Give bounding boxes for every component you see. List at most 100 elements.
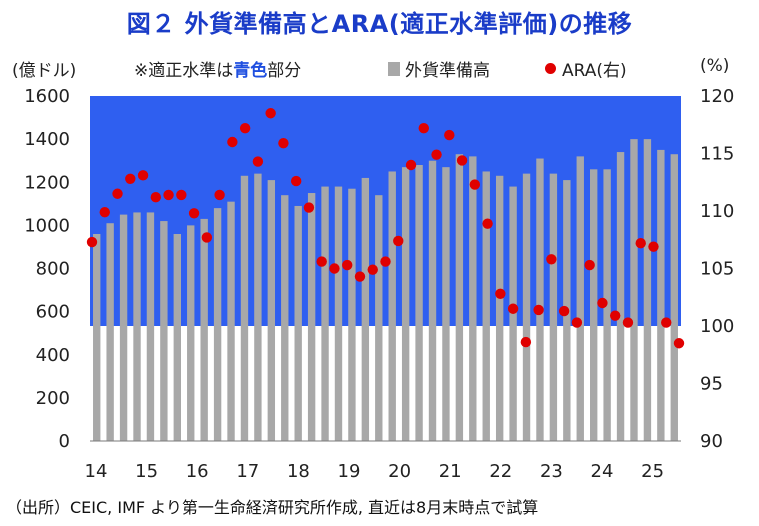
x-tick-label: 24 <box>591 461 614 482</box>
reserve-bar <box>160 221 168 441</box>
ara-dot <box>456 155 468 166</box>
ara-dot <box>112 188 123 199</box>
ara-dot <box>342 259 353 271</box>
ara-dot <box>137 170 149 181</box>
ara-dot <box>265 108 276 119</box>
reserve-bar <box>670 154 678 441</box>
ara-dot <box>278 137 289 149</box>
reserve-bar <box>334 186 343 441</box>
ara-dot <box>176 189 187 201</box>
ara-dot <box>622 317 634 328</box>
left-tick-label: 0 <box>59 431 70 452</box>
ara-dot <box>125 173 136 184</box>
reserve-bar <box>657 149 665 441</box>
right-tick-label: 120 <box>700 86 734 107</box>
axis-layer: 0 200 400 600 800 1000 1200 1400 1600 90 95 100 105 1… <box>24 86 734 482</box>
reserve-bar <box>630 139 638 441</box>
x-tick-label: 16 <box>186 461 209 482</box>
reserve-bar <box>616 152 625 441</box>
ara-dot <box>444 129 455 141</box>
ara-dot <box>316 256 327 267</box>
left-tick-label: 600 <box>36 302 70 323</box>
ara-dot <box>495 288 506 299</box>
legend-dot-label: ARA(右) <box>562 61 627 81</box>
ara-dot <box>201 232 213 243</box>
left-tick-label: 1600 <box>24 86 70 107</box>
x-tick-label: 14 <box>85 461 108 482</box>
right-tick-label: 110 <box>700 201 734 222</box>
x-tick-label: 22 <box>489 461 512 482</box>
chart-title: 図２ 外貨準備高とARA(適正水準評価)の推移 <box>126 10 633 38</box>
reserve-bar <box>106 223 114 441</box>
left-tick-label: 800 <box>36 259 70 280</box>
reserve-bar <box>133 212 141 441</box>
reserve-bar <box>240 175 249 441</box>
x-tick-label: 17 <box>236 461 259 482</box>
reserve-bar <box>469 156 477 441</box>
reserve-bar <box>401 167 410 441</box>
legend-item-reserves: 外貨準備高 <box>388 56 490 81</box>
reserve-bar <box>361 177 370 441</box>
reserve-bar <box>213 208 222 441</box>
left-tick-label: 400 <box>36 345 70 366</box>
reserve-bar <box>522 173 531 441</box>
ara-dot <box>163 189 174 201</box>
reserve-bar <box>307 193 316 441</box>
ara-dot <box>86 236 98 248</box>
ara-dot <box>661 317 672 328</box>
reserve-bar <box>267 180 276 441</box>
ara-dot <box>609 310 621 321</box>
reserve-bar <box>482 171 490 441</box>
legend-dot-swatch <box>545 63 556 74</box>
ara-dot <box>290 175 302 187</box>
ara-dot <box>188 208 200 219</box>
ara-dot <box>648 241 659 252</box>
ara-dot <box>99 206 110 218</box>
ara-dot <box>367 264 378 275</box>
reserve-bar <box>200 218 208 441</box>
dot-layer <box>86 108 685 349</box>
left-axis-label: (億ドル) <box>12 61 77 81</box>
reserve-bar <box>146 212 155 441</box>
ara-dot <box>482 218 493 229</box>
reserve-bar <box>93 234 101 441</box>
ara-dot <box>571 317 583 328</box>
band-note: ※適正水準は青色部分 <box>134 56 301 81</box>
ara-dot <box>354 271 366 282</box>
ara-dot <box>418 123 429 134</box>
reserve-bar <box>428 160 437 441</box>
band-note-highlight: 青色 <box>233 61 268 81</box>
reserve-bar <box>294 205 302 441</box>
ara-dot <box>214 189 225 201</box>
reserve-bar <box>348 188 356 441</box>
legend-bar-label: 外貨準備高 <box>405 61 490 81</box>
band-note-suffix: 部分 <box>267 61 302 81</box>
reserve-bar <box>576 156 584 441</box>
reserve-bar <box>589 169 598 441</box>
left-tick-label: 1400 <box>24 129 70 150</box>
x-tick-label: 20 <box>388 461 411 482</box>
left-tick-label: 1000 <box>24 215 70 236</box>
ara-dot <box>239 123 251 134</box>
ara-dot <box>635 238 646 249</box>
left-tick-label: 1200 <box>24 172 70 193</box>
ara-dot <box>252 156 264 167</box>
reserve-bar <box>187 225 195 441</box>
ara-dot <box>431 149 442 160</box>
legend-item-ara: ARA(右) <box>545 56 627 81</box>
ara-dot <box>329 263 340 274</box>
ara-dot <box>469 179 481 190</box>
x-tick-label: 19 <box>338 461 361 482</box>
right-tick-label: 90 <box>700 431 723 452</box>
ara-dot <box>227 136 238 148</box>
reserve-bar <box>173 234 182 441</box>
ara-dot <box>533 304 544 316</box>
reserve-bar <box>119 214 128 441</box>
reserve-bar <box>549 173 558 441</box>
reserve-bar <box>254 173 262 441</box>
reserve-bar <box>442 167 450 441</box>
reserve-bar <box>536 158 544 441</box>
x-tick-label: 23 <box>540 461 563 482</box>
reserve-bar <box>388 171 396 441</box>
